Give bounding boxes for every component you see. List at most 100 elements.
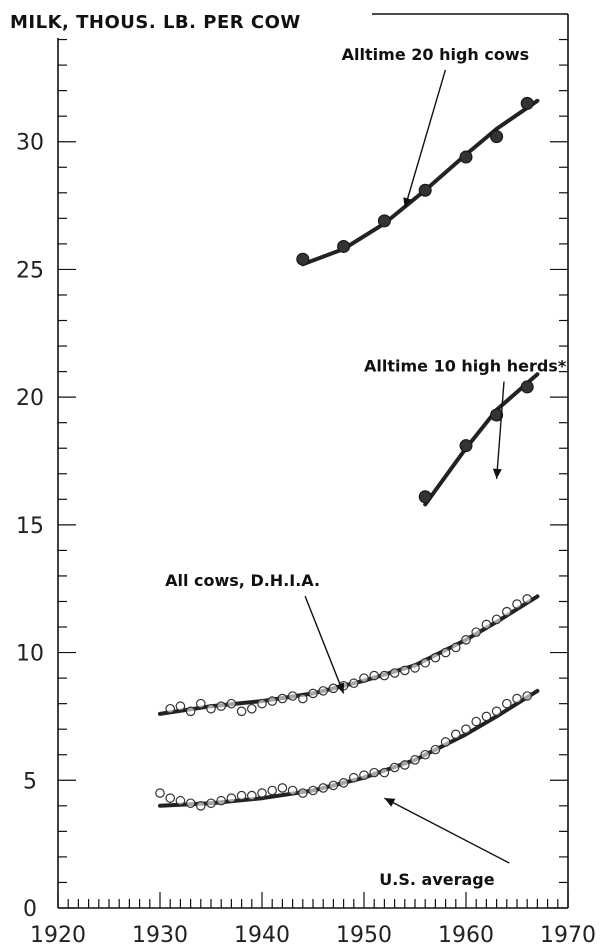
data-point [410, 663, 420, 673]
x-tick-label: 1920 [30, 923, 86, 948]
series-layer [155, 96, 540, 811]
data-point [257, 698, 267, 709]
data-point [236, 706, 247, 717]
data-point [318, 783, 328, 793]
data-point [247, 790, 257, 801]
annotation-all-cows-d-h-i-a: All cows, D.H.I.A. [165, 571, 345, 694]
data-point [185, 706, 196, 717]
x-tick-label: 1930 [132, 923, 188, 948]
data-point [297, 788, 308, 798]
data-point [418, 490, 432, 504]
data-point [491, 614, 502, 625]
annotation-u-s-average: U.S. average [379, 797, 510, 889]
data-point [481, 619, 492, 630]
data-point [520, 96, 534, 110]
data-point [501, 606, 512, 617]
x-tick-label: 1940 [234, 923, 290, 948]
series-u-s-average [155, 688, 540, 811]
data-point [216, 795, 226, 806]
leader-line [384, 797, 510, 864]
annotation-label: Alltime 20 high cows [342, 45, 529, 64]
data-point [491, 706, 502, 717]
data-point [226, 698, 237, 709]
data-point [410, 755, 420, 765]
x-tick-label: 1960 [438, 923, 494, 948]
data-point [226, 793, 237, 803]
data-point [522, 691, 532, 701]
data-point [379, 670, 390, 681]
data-point [418, 183, 432, 197]
data-point [369, 670, 379, 681]
data-point [461, 724, 471, 734]
arrow-head-icon [492, 468, 502, 479]
data-point [175, 795, 186, 806]
data-point [369, 767, 379, 778]
data-point [165, 703, 175, 714]
series-alltime-10-high-herds [418, 372, 540, 507]
data-point [420, 749, 430, 760]
data-point [287, 691, 298, 701]
data-point [196, 698, 206, 709]
data-point [277, 783, 288, 793]
data-point [175, 701, 186, 712]
series-all-cows-d-h-i-a [158, 594, 540, 717]
data-point [297, 693, 308, 704]
trend-line [423, 372, 540, 507]
arrow-head-icon [384, 798, 396, 807]
data-point [348, 678, 359, 689]
data-point [337, 239, 351, 253]
data-point [359, 770, 369, 780]
data-point [430, 744, 441, 755]
y-tick-label: 0 [23, 897, 37, 922]
data-point [377, 214, 391, 228]
data-point [328, 780, 339, 791]
data-point [512, 599, 522, 609]
arrow-head-icon [335, 682, 345, 694]
data-point [520, 380, 534, 394]
annotation-alltime-10-high-herds: Alltime 10 high herds* [364, 357, 567, 479]
arrow-head-icon [403, 197, 412, 209]
data-point [155, 788, 165, 798]
data-point [206, 703, 216, 714]
data-point [450, 642, 461, 653]
data-point [318, 686, 328, 696]
data-point [348, 772, 359, 783]
x-tick-label: 1950 [336, 923, 392, 948]
annotation-label: U.S. average [379, 870, 494, 889]
data-point [338, 778, 349, 788]
data-point [328, 683, 339, 694]
y-tick-label: 30 [16, 131, 44, 156]
trend-line [158, 594, 540, 716]
data-point [490, 130, 504, 144]
y-tick-label: 5 [23, 769, 37, 794]
trend-line [300, 98, 540, 267]
data-point [257, 788, 267, 798]
axes: 0 5 10 15 20 25 30 1920 1930 1940 1950 1960 1970 [16, 13, 596, 948]
data-point [287, 785, 298, 796]
data-point [379, 767, 390, 778]
data-point [267, 696, 277, 706]
y-tick-label: 25 [16, 258, 44, 283]
trend-line [158, 688, 540, 808]
data-point [196, 801, 206, 811]
data-point [440, 647, 451, 658]
leader-line [404, 69, 447, 209]
data-point [216, 701, 226, 712]
data-point [481, 711, 492, 722]
data-point [490, 408, 504, 422]
data-point [206, 798, 216, 809]
data-point [389, 668, 400, 678]
data-point [277, 693, 288, 704]
annotation-alltime-20-high-cows: Alltime 20 high cows [342, 45, 529, 209]
data-point [308, 785, 318, 796]
leader-line [304, 595, 345, 694]
data-point [185, 798, 196, 809]
data-point [471, 716, 481, 727]
data-point [308, 688, 318, 699]
data-point [501, 698, 512, 709]
data-point [399, 760, 410, 770]
data-point [399, 665, 410, 676]
data-point [450, 729, 461, 740]
data-point [359, 673, 369, 683]
